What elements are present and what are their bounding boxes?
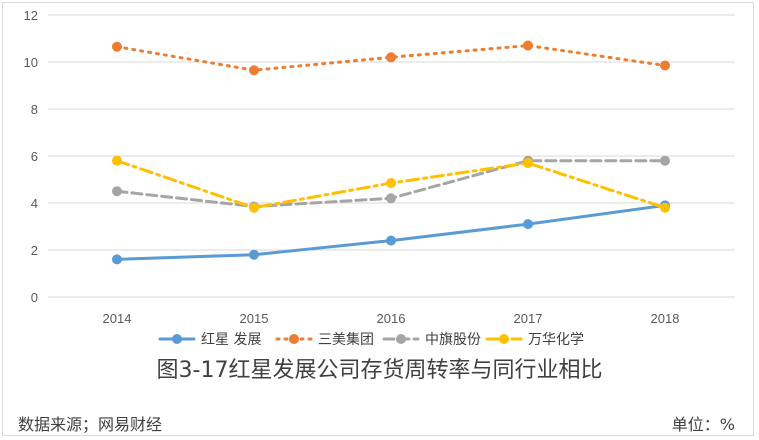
y-axis-ticks: 0 2 4 6 8 10 12 [24,8,38,305]
y-tick-label: 12 [24,8,38,23]
y-tick-label: 0 [31,290,38,305]
data-point [523,219,533,230]
data-point [249,65,259,76]
series-lines [112,40,670,265]
y-tick-label: 8 [31,102,38,117]
x-tick-label: 2014 [103,311,132,326]
unit-note: 单位：% [671,415,735,434]
legend-swatch-marker [172,334,182,344]
data-point [660,60,670,71]
data-point [386,193,396,204]
data-point [112,155,122,166]
x-tick-label: 2018 [651,311,680,326]
legend-label: 万华化学 [528,332,584,348]
data-point [660,202,670,213]
data-point [249,202,259,213]
data-point [386,178,396,189]
series-2 [112,40,670,76]
x-tick-label: 2016 [377,311,406,326]
y-tick-label: 4 [31,196,38,211]
data-point [523,158,533,169]
y-tick-label: 2 [31,243,38,258]
chart-title: 图3-17红星发展公司存货周转率与同行业相比 [156,358,603,383]
data-source-note: 数据来源；网易财经 [18,415,163,434]
legend-swatch-marker [396,334,406,344]
data-point [523,40,533,51]
data-point [249,249,259,260]
legend-label: 中旗股份 [425,332,481,348]
legend-label: 三美集团 [318,331,374,348]
series-1 [112,200,670,265]
data-point [386,52,396,63]
data-point [112,41,122,52]
chart-frame [2,2,754,436]
x-axis-ticks: 2014 2015 2016 2017 2018 [103,311,680,326]
data-point [386,235,396,246]
legend-swatch-marker [289,334,299,344]
series-4 [112,155,670,213]
y-tick-label: 10 [24,55,38,70]
data-point [112,186,122,197]
data-point [660,155,670,166]
data-point [112,254,122,265]
legend: 红星 发展 三美集团 中旗股份 万华化学 [158,331,584,348]
legend-swatch-marker [499,334,509,344]
series-line [115,203,667,261]
x-tick-label: 2017 [514,311,543,326]
legend-label: 红星 发展 [201,332,261,348]
x-tick-label: 2015 [240,311,269,326]
y-tick-label: 6 [31,149,38,164]
